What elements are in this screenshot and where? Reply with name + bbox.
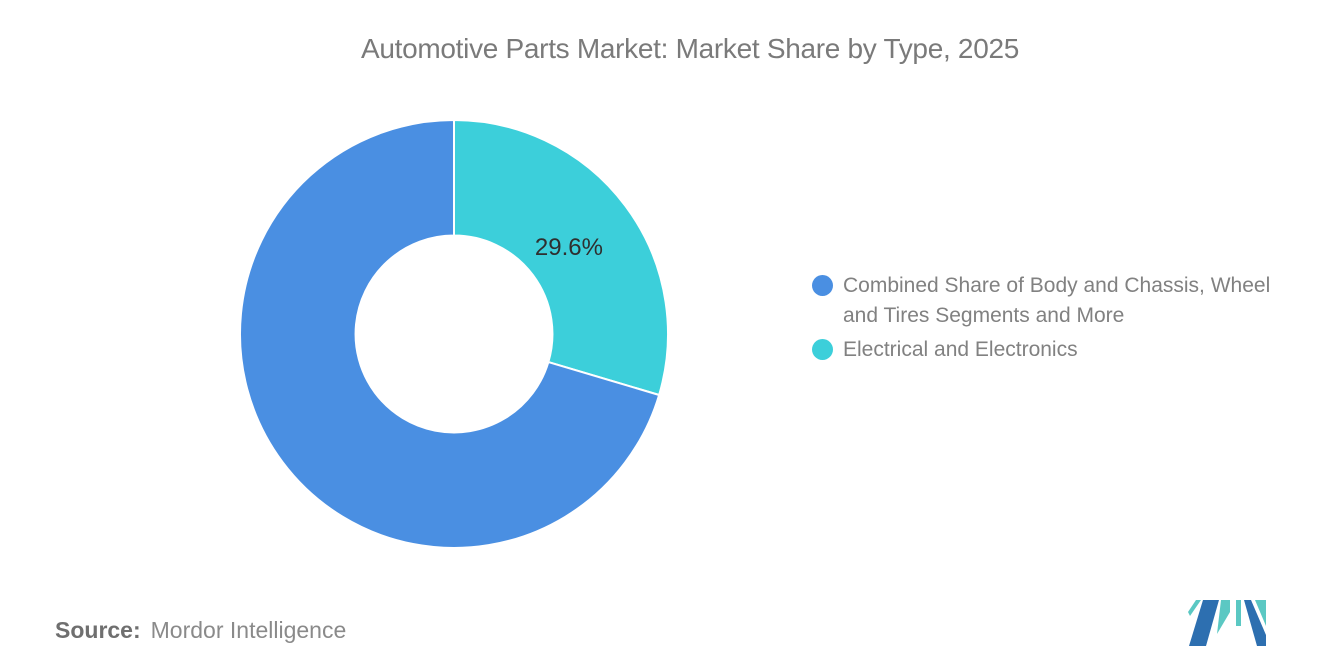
logo-shape (1244, 600, 1266, 646)
donut-svg (239, 119, 669, 549)
chart-title: Automotive Parts Market: Market Share by… (360, 33, 1020, 64)
legend-swatch-combined-share (812, 275, 833, 296)
logo-shape (1236, 600, 1241, 626)
source-value: Mordor Intelligence (150, 617, 347, 643)
source-line: Source: Mordor Intelligence (55, 617, 346, 644)
legend-item-electrical-electronics[interactable]: Electrical and Electronics (812, 335, 1282, 365)
donut-slice-combined-share-of-body-and-chassis-wheel[interactable] (239, 119, 661, 549)
donut-chart: 29.6% (238, 118, 670, 550)
logo-shape (1188, 600, 1201, 616)
source-label: Source: (55, 617, 141, 643)
legend-label-combined-share: Combined Share of Body and Chassis, Whee… (843, 274, 1271, 327)
legend-item-combined-share[interactable]: Combined Share of Body and Chassis, Whee… (812, 271, 1282, 331)
logo-shape (1217, 600, 1230, 634)
legend-swatch-electrical-electronics (812, 339, 833, 360)
logo-shape (1255, 600, 1266, 626)
slice-data-label: 29.6% (534, 234, 603, 262)
mordor-intelligence-logo (1188, 600, 1266, 646)
donut-slice-electrical-and-electronics[interactable] (453, 119, 669, 396)
legend-label-electrical-electronics: Electrical and Electronics (843, 338, 1078, 361)
logo-shape (1189, 600, 1219, 646)
legend: Combined Share of Body and Chassis, Whee… (812, 271, 1282, 369)
